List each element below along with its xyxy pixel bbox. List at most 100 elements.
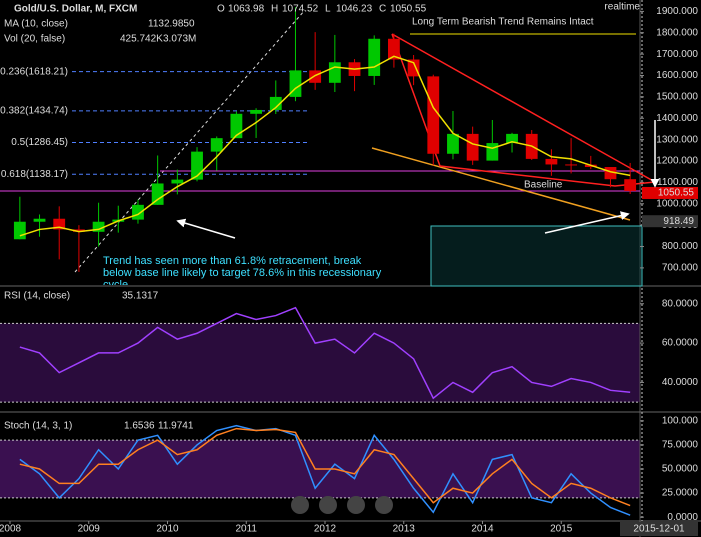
candle-body [230,113,243,139]
y-tick-label: 1900.000 [656,6,698,17]
y-tick-label: 1300.000 [656,134,698,145]
fib-label: 0.618(1138.17) [1,169,68,180]
candle-body [73,229,85,232]
ohlc-label: H [271,4,278,15]
arrow [544,211,630,234]
y-tick-label: 0.0000 [667,512,698,523]
candle-body [33,218,46,222]
candle-body [151,183,164,205]
y-tick-label: 80.0000 [662,298,699,309]
indicator-value: 425.742K [120,34,163,45]
y-tick-label: 1600.000 [656,70,698,81]
y-tick-label: 1000.000 [656,198,698,209]
volume-box [430,225,643,287]
fib-label: 0.236(1618.21) [0,66,68,77]
zoom-button[interactable] [375,496,393,514]
date-tag-bg [620,522,698,536]
annotation: Long Term Bearish Trend Remains Intact [412,17,594,28]
annotation: Baseline [524,180,563,191]
y-tick-label: 75.0000 [662,440,699,451]
candle-body [13,221,26,240]
y-tick-label: 100.000 [662,416,699,427]
y-tick-label: 1100.000 [657,177,698,188]
x-tick-label: 2010 [156,524,179,535]
y-tick-label: 40.0000 [662,377,699,388]
ohlc-value: 1074.52 [282,4,319,15]
annotation: Trend has seen more than 61.8% retraceme… [103,255,382,285]
price-tag [642,215,698,228]
zoom-button[interactable] [319,496,337,514]
candle-body [132,204,144,220]
price-tag-label: 1050.55 [658,188,695,199]
x-tick-label: 2012 [314,524,337,535]
zoom-button[interactable] [291,496,309,514]
x-tick-label: 2011 [235,524,257,535]
candle-body [388,38,400,60]
level-band [0,323,640,403]
candle-body [624,179,637,191]
series-line [19,427,631,507]
series-line [19,306,631,400]
candle-body [210,138,223,152]
candle-body [328,62,341,83]
series-line [19,55,631,237]
indicator-value: 1.6536 [124,421,155,432]
y-tick-label: 60.0000 [662,338,699,349]
candle-body [191,151,203,180]
candle-body [250,109,262,114]
indicator-name: MA (10, close) [4,19,68,30]
ohlc-label: C [379,4,386,15]
zoom-button[interactable] [347,496,365,514]
y-tick-label: 700.000 [662,263,699,274]
y-tick-label: 1200.000 [656,156,698,167]
candle-body [289,70,302,97]
indicator-name: Vol (20, false) [4,34,65,45]
chart-title: Gold/U.S. Dollar, M, FXCM [14,4,137,15]
indicator-value: 1132.9850 [148,19,195,30]
y-tick-label: 50.0000 [662,464,699,475]
date-tag: 2015-12-01 [633,524,685,535]
series-line [19,424,631,516]
indicator-value: 35.1317 [122,291,159,302]
ohlc-value: 1063.98 [228,4,265,15]
trend-line [74,9,306,273]
y-tick-label: 1800.000 [656,27,698,38]
candle-body [171,179,184,184]
candle-body [565,164,577,166]
candle-body [92,221,105,232]
y-tick-label: 1500.000 [656,92,698,103]
panel-title: Stoch (14, 3, 1) [4,421,72,432]
candle-body [506,133,518,144]
ohlc-value: 1046.23 [336,4,373,15]
fib-label: 0.5(1286.45) [11,137,68,148]
y-tick-label: 1700.000 [656,49,698,60]
x-tick-label: 2015 [550,524,573,535]
x-tick-label: 2013 [393,524,416,535]
status: realtime [604,2,640,13]
y-tick-label: 800.000 [662,241,699,252]
price-tag [642,186,698,199]
candle-body [427,76,440,154]
x-tick-label: 2009 [78,524,101,535]
candle-body [447,133,459,154]
candle-body [53,218,66,230]
indicator-value: 3.073M [163,34,196,45]
candle-body [486,143,499,161]
panel-title: RSI (14, close) [4,291,70,302]
price-tag-label: 918.49 [663,216,694,227]
candle-body [604,167,617,180]
candle-body [545,158,558,165]
ohlc-label: L [325,4,331,15]
candle-body [466,133,479,161]
candle-body [407,59,420,77]
support-line [371,147,631,221]
fib-label: 0.382(1434.74) [0,105,68,116]
y-tick-label: 25.0000 [662,488,699,499]
ohlc-label: O [217,4,225,15]
x-tick-label: 2014 [471,524,494,535]
x-tick-label: 2008 [0,524,22,535]
candle-body [269,96,282,110]
candle-body [368,38,381,76]
annotation-box: Trend has seen more than 61.8% retraceme… [103,255,382,285]
arrow [176,218,236,239]
